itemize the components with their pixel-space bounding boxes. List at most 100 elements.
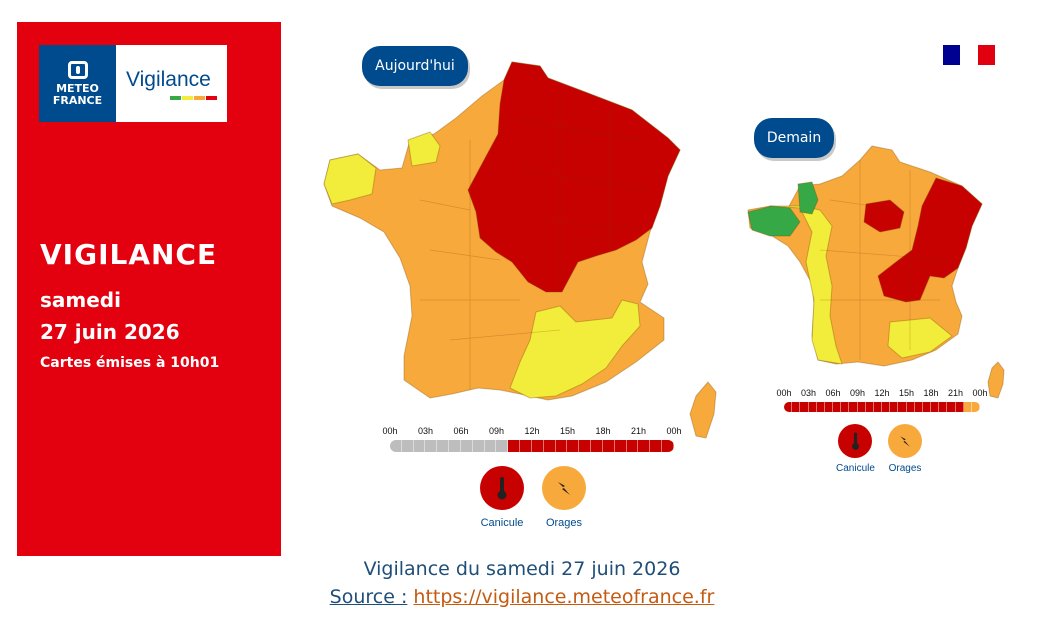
today-timeline-hour <box>614 440 627 452</box>
tomorrow-zone-green <box>797 181 819 215</box>
tomorrow-zone-yellow <box>769 205 843 365</box>
logo-line2: FRANCE <box>52 93 103 107</box>
logo-stripe <box>182 95 193 100</box>
today-timeline-hour <box>484 440 497 452</box>
today-timeline-hour <box>555 440 568 452</box>
tomorrow-timeline-hour <box>808 402 817 412</box>
today-timeline-hour <box>602 440 615 452</box>
today-risk-canicule: Canicule <box>480 466 524 529</box>
tomorrow-timeline-hour <box>931 402 940 412</box>
tomorrow-timeline-tick: 09h <box>849 388 866 398</box>
caption-source: Source : https://vigilance.meteofrance.f… <box>0 586 1044 608</box>
today-timeline-hour <box>626 440 639 452</box>
tomorrow-label: Demain <box>754 118 834 158</box>
tomorrow-timeline-hour <box>906 402 915 412</box>
tomorrow-timeline-hour <box>816 402 825 412</box>
tomorrow-timeline-hour <box>833 402 842 412</box>
tomorrow-timeline: 00h 03h 06h 09h 12h 15h 18h 21h 00h <box>776 388 988 412</box>
today-timeline-labels: 00h 03h 06h 09h 12h 15h 18h 21h 00h <box>382 426 681 438</box>
today-zone-yellow <box>509 299 641 399</box>
today-timeline-tick: 12h <box>524 426 540 436</box>
logo-stripe <box>206 95 217 100</box>
lightning-icon <box>900 436 910 447</box>
tomorrow-timeline-hour <box>824 402 834 412</box>
tomorrow-timeline-tick: 03h <box>800 388 817 398</box>
flag-band <box>977 45 995 65</box>
tomorrow-timeline-hour <box>971 402 980 412</box>
today-label: Aujourd'hui <box>362 46 468 86</box>
tomorrow-risk-orages-label: Orages <box>888 463 922 474</box>
today-timeline-tick: 00h <box>666 426 682 436</box>
tomorrow-risk-orages: Orages <box>888 424 922 474</box>
tomorrow-timeline-tick: 06h <box>825 388 841 398</box>
source-label: Source : <box>329 586 408 608</box>
today-timeline-tick: 18h <box>595 426 611 436</box>
tomorrow-timeline-hour <box>792 402 801 412</box>
panel-date: 27 juin 2026 <box>40 320 180 344</box>
tomorrow-corsica <box>987 361 1005 399</box>
today-timeline-hour <box>460 440 473 452</box>
logo-line1: METEO <box>56 81 99 95</box>
logo-stripe <box>170 95 181 100</box>
today-zone-yellow <box>323 153 377 205</box>
tomorrow-timeline-tick: 00h <box>972 388 988 398</box>
french-flag-icon <box>943 45 995 65</box>
today-timeline-tick: 06h <box>453 426 469 436</box>
today-timeline: 00h 03h 06h 09h 12h 15h 18h 21h 00h <box>382 426 682 452</box>
today-timeline-hour <box>579 440 592 452</box>
today-timeline-hour <box>662 440 674 452</box>
today-timeline-hour <box>543 440 556 452</box>
meteo-france-icon <box>67 60 88 79</box>
panel-day: samedi <box>40 288 121 312</box>
source-link[interactable]: https://vigilance.meteofrance.fr <box>413 586 715 608</box>
tomorrow-timeline-hour <box>947 402 956 412</box>
tomorrow-risk-canicule-label: Canicule <box>836 463 875 474</box>
tomorrow-canicule-badge <box>838 424 873 458</box>
today-timeline-hour <box>508 440 521 452</box>
flag-band <box>943 45 961 65</box>
tomorrow-timeline-hour <box>857 402 866 412</box>
today-timeline-hour <box>390 440 402 452</box>
panel-heading: VIGILANCE <box>40 238 218 271</box>
tomorrow-timeline-hour <box>800 402 809 412</box>
today-orages-badge <box>542 466 586 510</box>
thermometer-icon <box>851 432 859 450</box>
flag-band <box>960 45 978 65</box>
today-timeline-hour <box>531 440 544 452</box>
today-timeline-hour <box>425 440 438 452</box>
tomorrow-timeline-tick: 15h <box>898 388 915 398</box>
today-timeline-hour <box>520 440 532 452</box>
caption-title: Vigilance du samedi 27 juin 2026 <box>363 558 681 580</box>
logo-color-stripes <box>170 95 227 100</box>
tomorrow-timeline-hour <box>890 402 899 412</box>
meteo-france-logo: METEO FRANCE <box>39 45 116 122</box>
tomorrow-zone-red-paris <box>863 199 905 233</box>
tomorrow-zone-green <box>747 205 801 237</box>
tomorrow-timeline-hour <box>784 402 793 412</box>
today-timeline-hour <box>591 440 603 452</box>
tomorrow-timeline-tick: 00h <box>776 388 792 398</box>
lightning-icon <box>558 482 570 495</box>
tomorrow-timeline-labels: 00h 03h 06h 09h 12h 15h 18h 21h 00h <box>776 388 987 400</box>
tomorrow-timeline-tick: 21h <box>947 388 964 398</box>
today-timeline-hour <box>472 440 485 452</box>
today-timeline-hour <box>449 440 461 452</box>
tomorrow-timeline-hour <box>963 402 972 412</box>
today-timeline-bar <box>390 440 674 452</box>
tomorrow-timeline-tick: 18h <box>923 388 939 398</box>
today-timeline-hour <box>437 440 450 452</box>
tomorrow-timeline-hour <box>841 402 850 412</box>
tomorrow-timeline-hour <box>914 402 923 412</box>
today-timeline-tick: 09h <box>488 426 505 436</box>
tomorrow-timeline-bar <box>784 402 980 412</box>
today-timeline-tick: 00h <box>382 426 398 436</box>
today-risk-canicule-label: Canicule <box>480 517 524 529</box>
panel-issued-time: Cartes émises à 10h01 <box>40 355 220 371</box>
today-zone-red <box>467 61 681 293</box>
today-timeline-hour <box>413 440 426 452</box>
logo-stripe <box>194 95 205 100</box>
tomorrow-timeline-hour <box>955 402 964 412</box>
today-timeline-tick: 15h <box>559 426 576 436</box>
today-timeline-tick: 03h <box>417 426 434 436</box>
